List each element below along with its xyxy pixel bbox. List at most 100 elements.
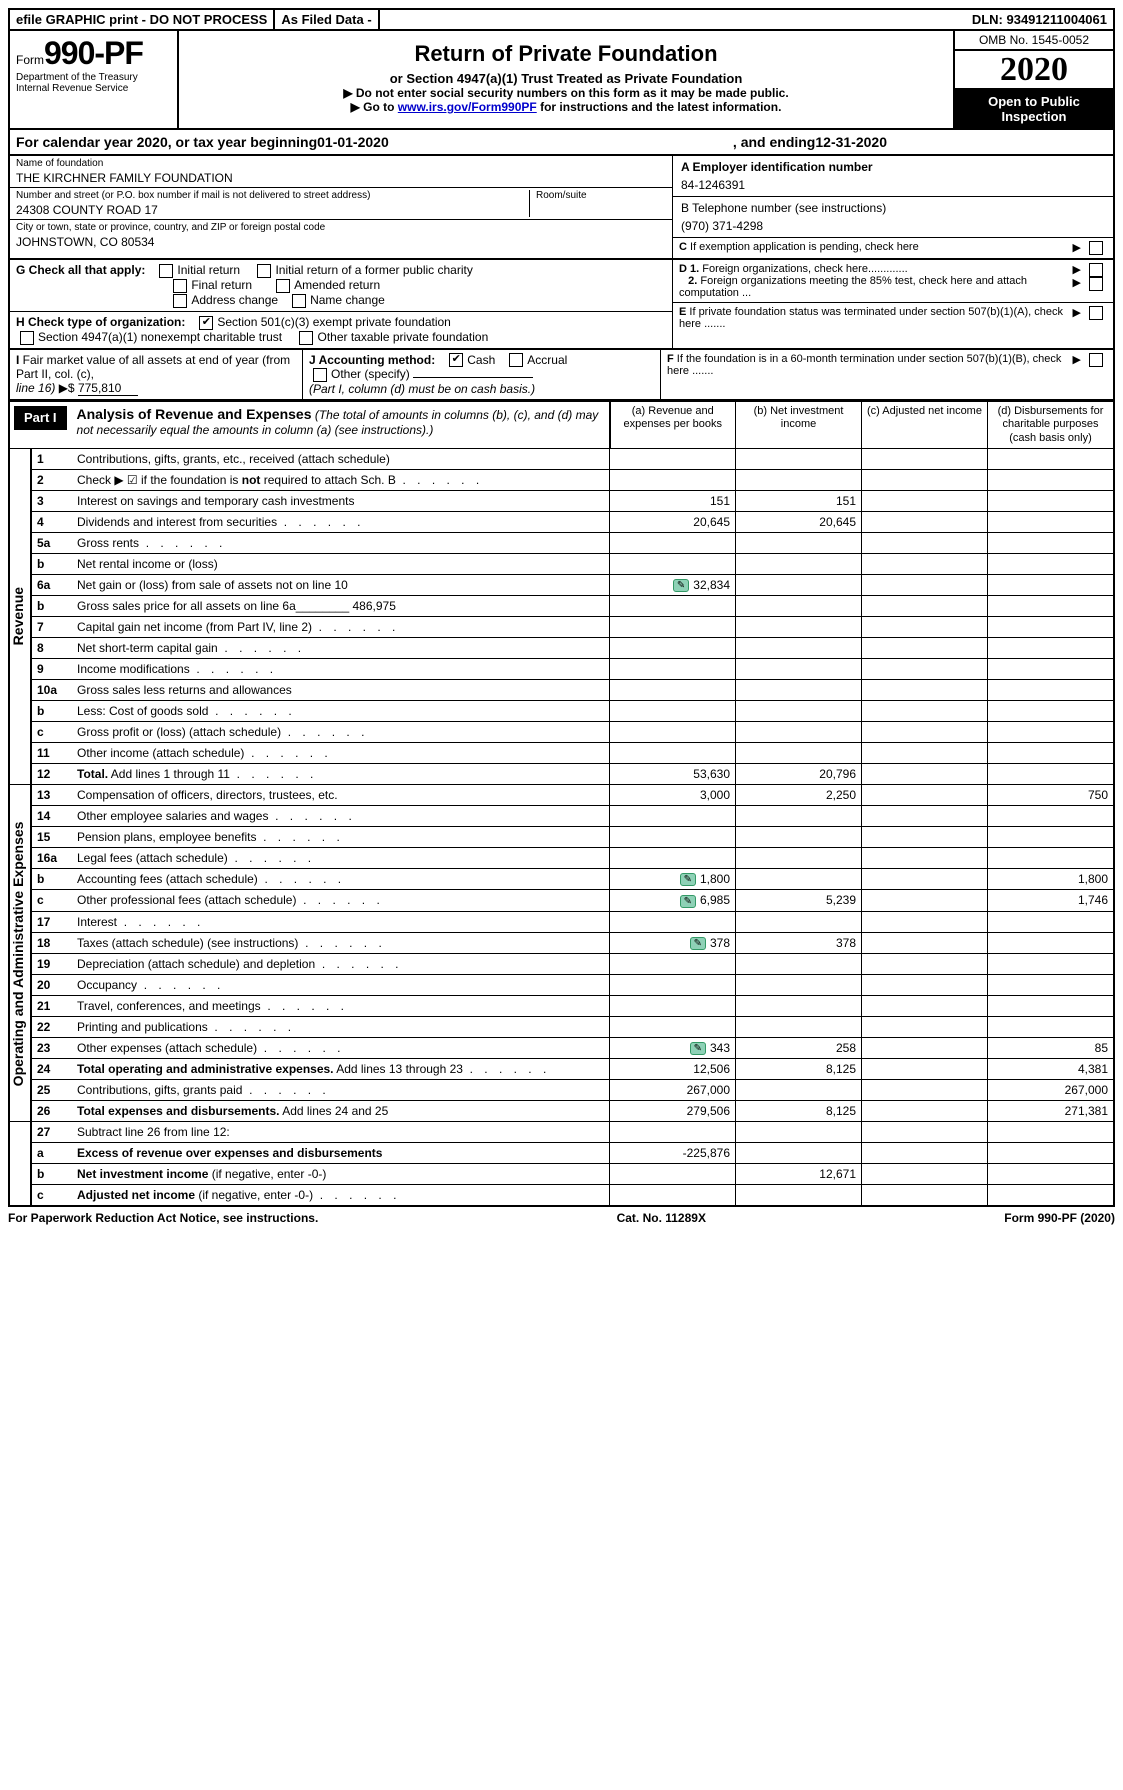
attachment-icon[interactable]: ✎	[690, 937, 706, 950]
col-a-val: ✎378	[610, 932, 736, 953]
col-d-header: (d) Disbursements for charitable purpose…	[988, 402, 1115, 449]
row-desc: Contributions, gifts, grants paid . . . …	[72, 1080, 610, 1101]
row-num: 19	[31, 954, 72, 975]
col-c-val	[862, 806, 988, 827]
col-a-val	[610, 827, 736, 848]
g-final-return[interactable]	[173, 279, 187, 293]
row-desc: Legal fees (attach schedule) . . . . . .	[72, 848, 610, 869]
row-num: c	[31, 722, 72, 743]
g-initial-former[interactable]	[257, 264, 271, 278]
col-a-val: 3,000	[610, 785, 736, 806]
room-label: Room/suite	[536, 190, 666, 201]
col-d-val	[988, 553, 1115, 574]
row-num: 8	[31, 638, 72, 659]
attachment-icon[interactable]: ✎	[673, 579, 689, 592]
col-d-val	[988, 490, 1115, 511]
row-num: 5a	[31, 532, 72, 553]
col-d-val	[988, 911, 1115, 932]
col-c-val	[862, 785, 988, 806]
col-c-val	[862, 532, 988, 553]
col-c-val	[862, 574, 988, 595]
col-b-val	[736, 617, 862, 638]
row-desc: Less: Cost of goods sold . . . . . .	[72, 701, 610, 722]
row-num: 21	[31, 996, 72, 1017]
row-num: a	[31, 1143, 72, 1164]
row-num: 17	[31, 911, 72, 932]
efile-notice: efile GRAPHIC print - DO NOT PROCESS	[10, 10, 275, 29]
col-b-val	[736, 469, 862, 490]
col-c-val	[862, 932, 988, 953]
c-checkbox[interactable]	[1089, 241, 1103, 255]
col-c-val	[862, 764, 988, 785]
col-a-val	[610, 1122, 736, 1143]
col-d-val	[988, 975, 1115, 996]
j-cash[interactable]	[449, 353, 463, 367]
row-desc: Pension plans, employee benefits . . . .…	[72, 827, 610, 848]
col-d-val	[988, 1017, 1115, 1038]
d2-checkbox[interactable]	[1089, 277, 1103, 291]
row-desc: Adjusted net income (if negative, enter …	[72, 1185, 610, 1207]
col-b-val: 8,125	[736, 1059, 862, 1080]
col-c-val	[862, 827, 988, 848]
part1-title: Analysis of Revenue and Expenses	[77, 406, 312, 422]
dept-label: Department of the Treasury	[16, 72, 171, 83]
col-d-val	[988, 617, 1115, 638]
col-d-val	[988, 596, 1115, 617]
h-501c3[interactable]	[199, 316, 213, 330]
attachment-icon[interactable]: ✎	[680, 895, 696, 908]
col-b-val	[736, 722, 862, 743]
h-4947[interactable]	[20, 331, 34, 345]
g-initial-return[interactable]	[159, 264, 173, 278]
g-address-change[interactable]	[173, 294, 187, 308]
col-c-val	[862, 954, 988, 975]
col-d-val	[988, 996, 1115, 1017]
irs-link[interactable]: www.irs.gov/Form990PF	[398, 100, 537, 114]
row-desc: Contributions, gifts, grants, etc., rece…	[72, 448, 610, 469]
d1-checkbox[interactable]	[1089, 263, 1103, 277]
row-desc: Total expenses and disbursements. Add li…	[72, 1101, 610, 1122]
identification-block: Name of foundation THE KIRCHNER FAMILY F…	[8, 156, 1115, 260]
col-b-val: 20,645	[736, 511, 862, 532]
h-other-taxable[interactable]	[299, 331, 313, 345]
col-a-val	[610, 617, 736, 638]
e-checkbox[interactable]	[1089, 306, 1103, 320]
j-other[interactable]	[313, 368, 327, 382]
attachment-icon[interactable]: ✎	[690, 1042, 706, 1055]
col-a-val: 151	[610, 490, 736, 511]
name-label: Name of foundation	[16, 158, 666, 169]
attachment-icon[interactable]: ✎	[680, 873, 696, 886]
col-d-val: 4,381	[988, 1059, 1115, 1080]
col-d-val	[988, 532, 1115, 553]
col-a-val	[610, 743, 736, 764]
row-num: 24	[31, 1059, 72, 1080]
col-d-val	[988, 659, 1115, 680]
header-right: OMB No. 1545-0052 2020 Open to Public In…	[953, 31, 1113, 128]
row-num: b	[31, 1164, 72, 1185]
col-c-val	[862, 722, 988, 743]
g-label: G Check all that apply:	[16, 263, 145, 277]
col-b-val	[736, 1185, 862, 1207]
f-checkbox[interactable]	[1089, 353, 1103, 367]
row-desc: Printing and publications . . . . . .	[72, 1017, 610, 1038]
col-a-val	[610, 975, 736, 996]
col-b-val	[736, 1017, 862, 1038]
col-b-val: 2,250	[736, 785, 862, 806]
phone-label: B Telephone number (see instructions)	[681, 201, 1105, 215]
col-a-val	[610, 469, 736, 490]
g-row: G Check all that apply: Initial return I…	[10, 260, 672, 311]
col-c-val	[862, 848, 988, 869]
j-accrual[interactable]	[509, 353, 523, 367]
form-number: 990-PF	[44, 35, 143, 71]
col-a-val: 279,506	[610, 1101, 736, 1122]
row-desc: Dividends and interest from securities .…	[72, 511, 610, 532]
col-b-val: 12,671	[736, 1164, 862, 1185]
g-amended[interactable]	[276, 279, 290, 293]
col-c-val	[862, 1143, 988, 1164]
row-num: c	[31, 1185, 72, 1207]
col-b-val	[736, 996, 862, 1017]
row-num: 15	[31, 827, 72, 848]
row-desc: Net gain or (loss) from sale of assets n…	[72, 574, 610, 595]
g-name-change[interactable]	[292, 294, 306, 308]
ein-value: 84-1246391	[681, 174, 1105, 192]
col-a-val: -225,876	[610, 1143, 736, 1164]
